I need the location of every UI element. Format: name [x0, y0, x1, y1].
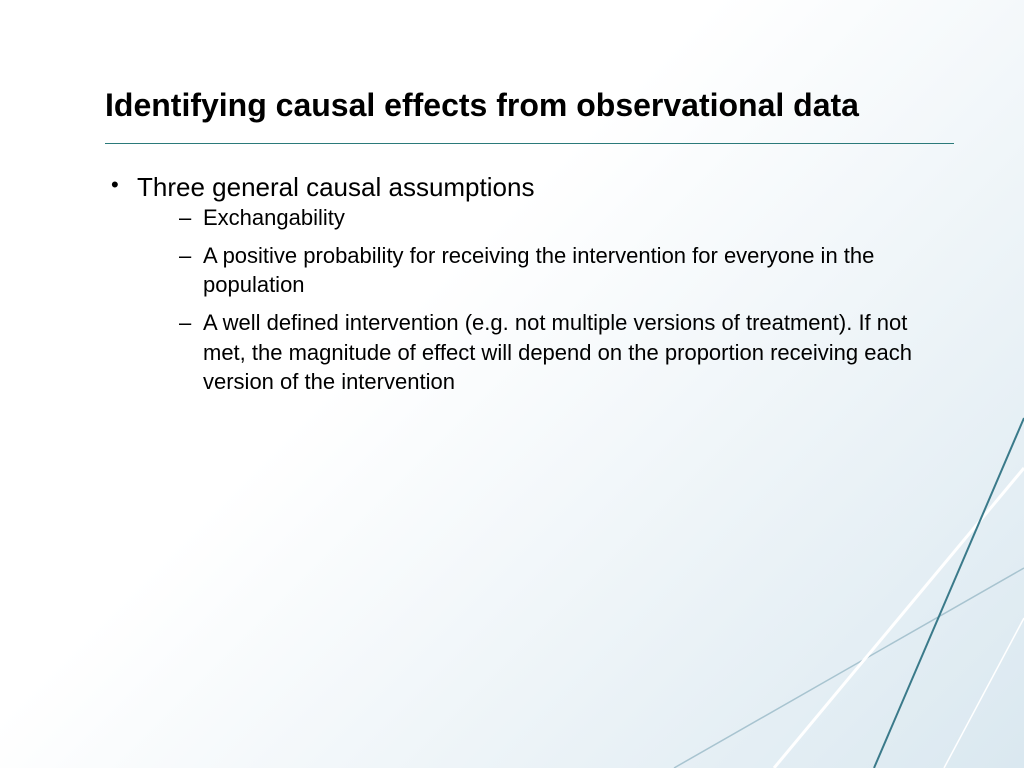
- main-bullet-text: Three general causal assumptions: [137, 172, 534, 202]
- sub-bullet-text: A positive probability for receiving the…: [203, 243, 874, 298]
- main-bullet-list: Three general causal assumptions Exchang…: [105, 172, 954, 397]
- slide-title: Identifying causal effects from observat…: [105, 85, 954, 125]
- title-divider: [105, 143, 954, 144]
- sub-bullet-text: Exchangability: [203, 205, 345, 230]
- sub-bullet-item: A well defined intervention (e.g. not mu…: [173, 308, 954, 397]
- sub-bullet-text: A well defined intervention (e.g. not mu…: [203, 310, 912, 394]
- main-bullet-item: Three general causal assumptions Exchang…: [105, 172, 954, 397]
- sub-bullet-item: Exchangability: [173, 203, 954, 233]
- decorative-lines-icon: [624, 368, 1024, 768]
- slide-content: Identifying causal effects from observat…: [0, 0, 1024, 397]
- sub-bullet-item: A positive probability for receiving the…: [173, 241, 954, 300]
- sub-bullet-list: Exchangability A positive probability fo…: [137, 203, 954, 397]
